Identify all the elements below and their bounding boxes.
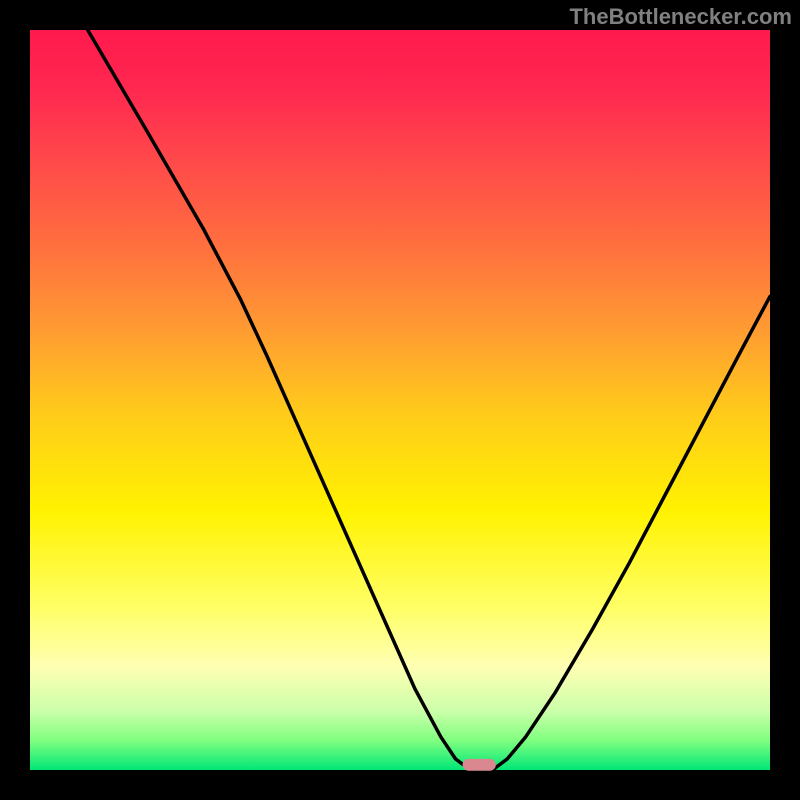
optimal-marker xyxy=(463,759,496,771)
watermark-label: TheBottlenecker.com xyxy=(569,4,792,30)
chart-svg xyxy=(0,0,800,800)
bottleneck-chart: TheBottlenecker.com xyxy=(0,0,800,800)
